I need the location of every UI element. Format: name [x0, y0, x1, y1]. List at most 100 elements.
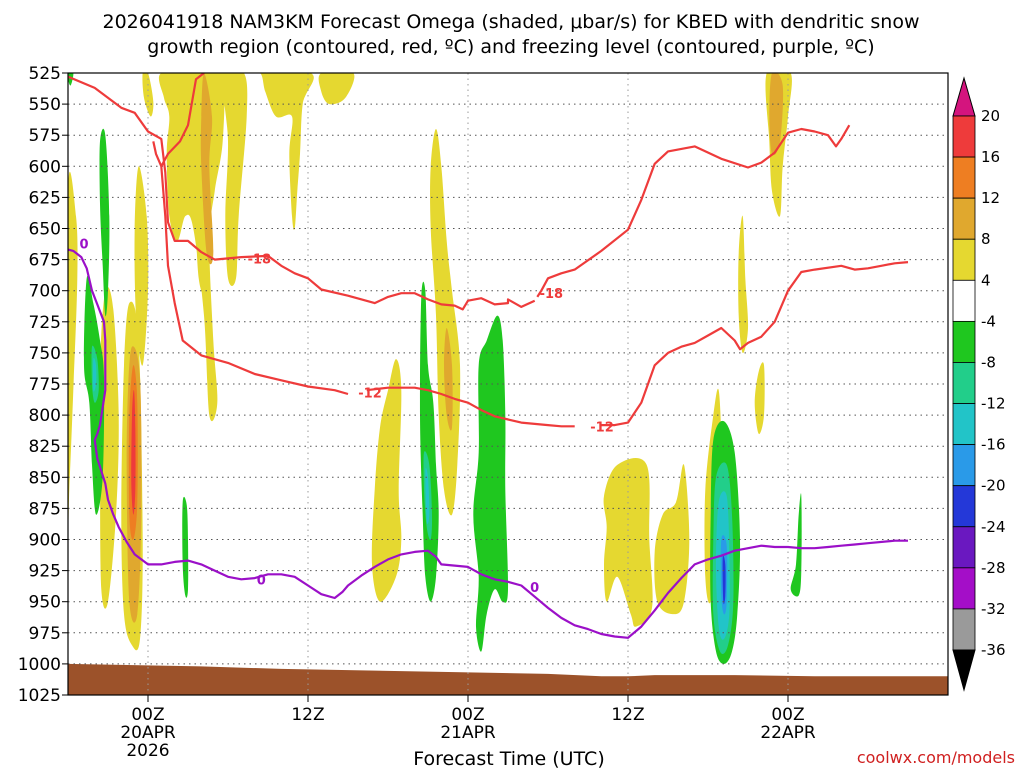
- credit: coolwx.com/models: [857, 748, 1015, 767]
- y-tick-label-800: 800: [29, 406, 61, 426]
- colorbar-label-0: 20: [981, 107, 1000, 125]
- y-tick-label-600: 600: [29, 157, 61, 177]
- omega-region-0: [68, 172, 78, 535]
- dendritic-contour-0: [68, 75, 536, 311]
- dendritic-label-4: -12: [590, 420, 614, 435]
- colorbar-label-4: 4: [981, 271, 991, 289]
- terrain-fill: [68, 663, 948, 695]
- colorbar-bin-0: [952, 115, 976, 158]
- colorbar-label-5: -4: [981, 312, 996, 330]
- freezing-label-0: 0: [79, 238, 88, 253]
- omega-region-20: [738, 215, 749, 354]
- freezing-label-1: 0: [257, 574, 266, 589]
- omega-region-5: [131, 389, 136, 515]
- colorbar-bottom-arrow: [952, 649, 976, 692]
- y-tick-label-700: 700: [29, 282, 61, 302]
- omega-region-11: [244, 73, 314, 231]
- colorbar-label-9: -20: [981, 477, 1006, 495]
- y-tick-label-1025: 1025: [18, 686, 61, 706]
- y-tick-label-625: 625: [29, 188, 61, 208]
- x-tick-label-24-1: 21APR: [440, 723, 496, 743]
- y-tick-label-575: 575: [29, 126, 61, 146]
- colorbar-label-10: -24: [981, 518, 1006, 536]
- colorbar-bin-9: [952, 485, 976, 528]
- y-tick-label-525: 525: [29, 64, 61, 84]
- y-tick-label-775: 775: [29, 375, 61, 395]
- omega-region-39: [790, 493, 802, 597]
- colorbar-label-1: 16: [981, 148, 1000, 166]
- omega-region-18: [654, 464, 690, 615]
- omega-region-6: [134, 166, 149, 366]
- omega-region-25: [99, 128, 110, 317]
- y-tick-label-825: 825: [29, 437, 61, 457]
- colorbar-label-2: 12: [981, 189, 1000, 207]
- omega-region-29: [182, 496, 189, 598]
- omega-region-30: [419, 281, 439, 602]
- colorbar-bin-8: [952, 444, 976, 487]
- contours: [68, 73, 909, 639]
- freezing-label-2: 0: [530, 581, 539, 596]
- y-axis: 525 550 575 600 625 650 675 700 725 750 775 800 825 8…: [18, 64, 68, 706]
- y-tick-label-1000: 1000: [18, 655, 61, 675]
- y-tick-label-650: 650: [29, 220, 61, 240]
- y-tick-label-850: 850: [29, 468, 61, 488]
- y-tick-label-925: 925: [29, 562, 61, 582]
- y-tick-label-875: 875: [29, 499, 61, 519]
- colorbar-bin-7: [952, 403, 976, 446]
- colorbar-bin-11: [952, 567, 976, 610]
- dendritic-contour-2: [160, 73, 205, 167]
- chart-title-line-1: 2026041918 NAM3KM Forecast Omega (shaded…: [102, 11, 919, 33]
- terrain: [68, 663, 948, 695]
- colorbar-bin-1: [952, 156, 976, 199]
- omega-region-17: [603, 458, 653, 627]
- x-tick-label-36-0: 12Z: [611, 705, 644, 725]
- dendritic-contour-1: [536, 124, 851, 298]
- plot-area: -18 -18 -12 -12 0 0 0: [67, 72, 949, 696]
- omega-region-14: [371, 359, 402, 602]
- dendritic-label-3: -12: [358, 387, 382, 402]
- dendritic-label-1: -18: [540, 287, 564, 302]
- x-tick-label-0-1: 20APR: [120, 723, 176, 743]
- omega-region-21: [754, 362, 765, 435]
- chart-title-line-2: growth region (contoured, red, ºC) and f…: [147, 36, 874, 58]
- omega-region-32: [425, 467, 430, 525]
- dendritic-contour-5: [601, 261, 909, 427]
- colorbar-bin-3: [952, 238, 976, 281]
- x-axis-label: Forecast Time (UTC): [413, 748, 604, 768]
- x-tick-label-24-0: 00Z: [451, 705, 484, 725]
- y-tick-label-975: 975: [29, 624, 61, 644]
- omega-shading: [68, 73, 802, 664]
- colorbar-bin-12: [952, 608, 976, 651]
- colorbar-bin-6: [952, 362, 976, 404]
- x-tick-label-48-0: 00Z: [771, 705, 804, 725]
- colorbar-bin-5: [952, 320, 976, 363]
- colorbar-top-arrow: [952, 76, 976, 117]
- omega-region-15: [430, 129, 461, 516]
- x-tick-label-0-2: 2026: [126, 741, 169, 761]
- colorbar-label-3: 8: [981, 230, 991, 248]
- omega-region-38: [722, 555, 726, 605]
- y-tick-label-750: 750: [29, 344, 61, 364]
- y-tick-label-900: 900: [29, 531, 61, 551]
- freezing-level-contour: [68, 248, 908, 639]
- dendritic-contour-3: [152, 141, 349, 396]
- omega-region-33: [473, 315, 509, 652]
- contour-labels: -18 -18 -12 -12 0 0 0: [79, 238, 613, 596]
- omega-region-13: [200, 73, 214, 265]
- y-tick-label-950: 950: [29, 593, 61, 613]
- omega-region-16: [444, 328, 453, 431]
- omega-region-28: [93, 357, 97, 392]
- y-tick-label-550: 550: [29, 95, 61, 115]
- x-tick-label-48-1: 22APR: [760, 723, 816, 743]
- omega-region-10: [222, 73, 248, 287]
- colorbar-label-13: -36: [981, 641, 1006, 659]
- colorbar: 20 16 12 8 4 -4 -8 -12 -16 -20 -24 -28 -32 -36: [952, 76, 1006, 692]
- colorbar-label-7: -12: [981, 395, 1006, 413]
- grid: [68, 73, 948, 695]
- colorbar-label-11: -28: [981, 559, 1006, 577]
- colorbar-label-8: -16: [981, 436, 1006, 454]
- omega-region-12: [318, 73, 355, 105]
- x-tick-label-12-0: 12Z: [291, 705, 324, 725]
